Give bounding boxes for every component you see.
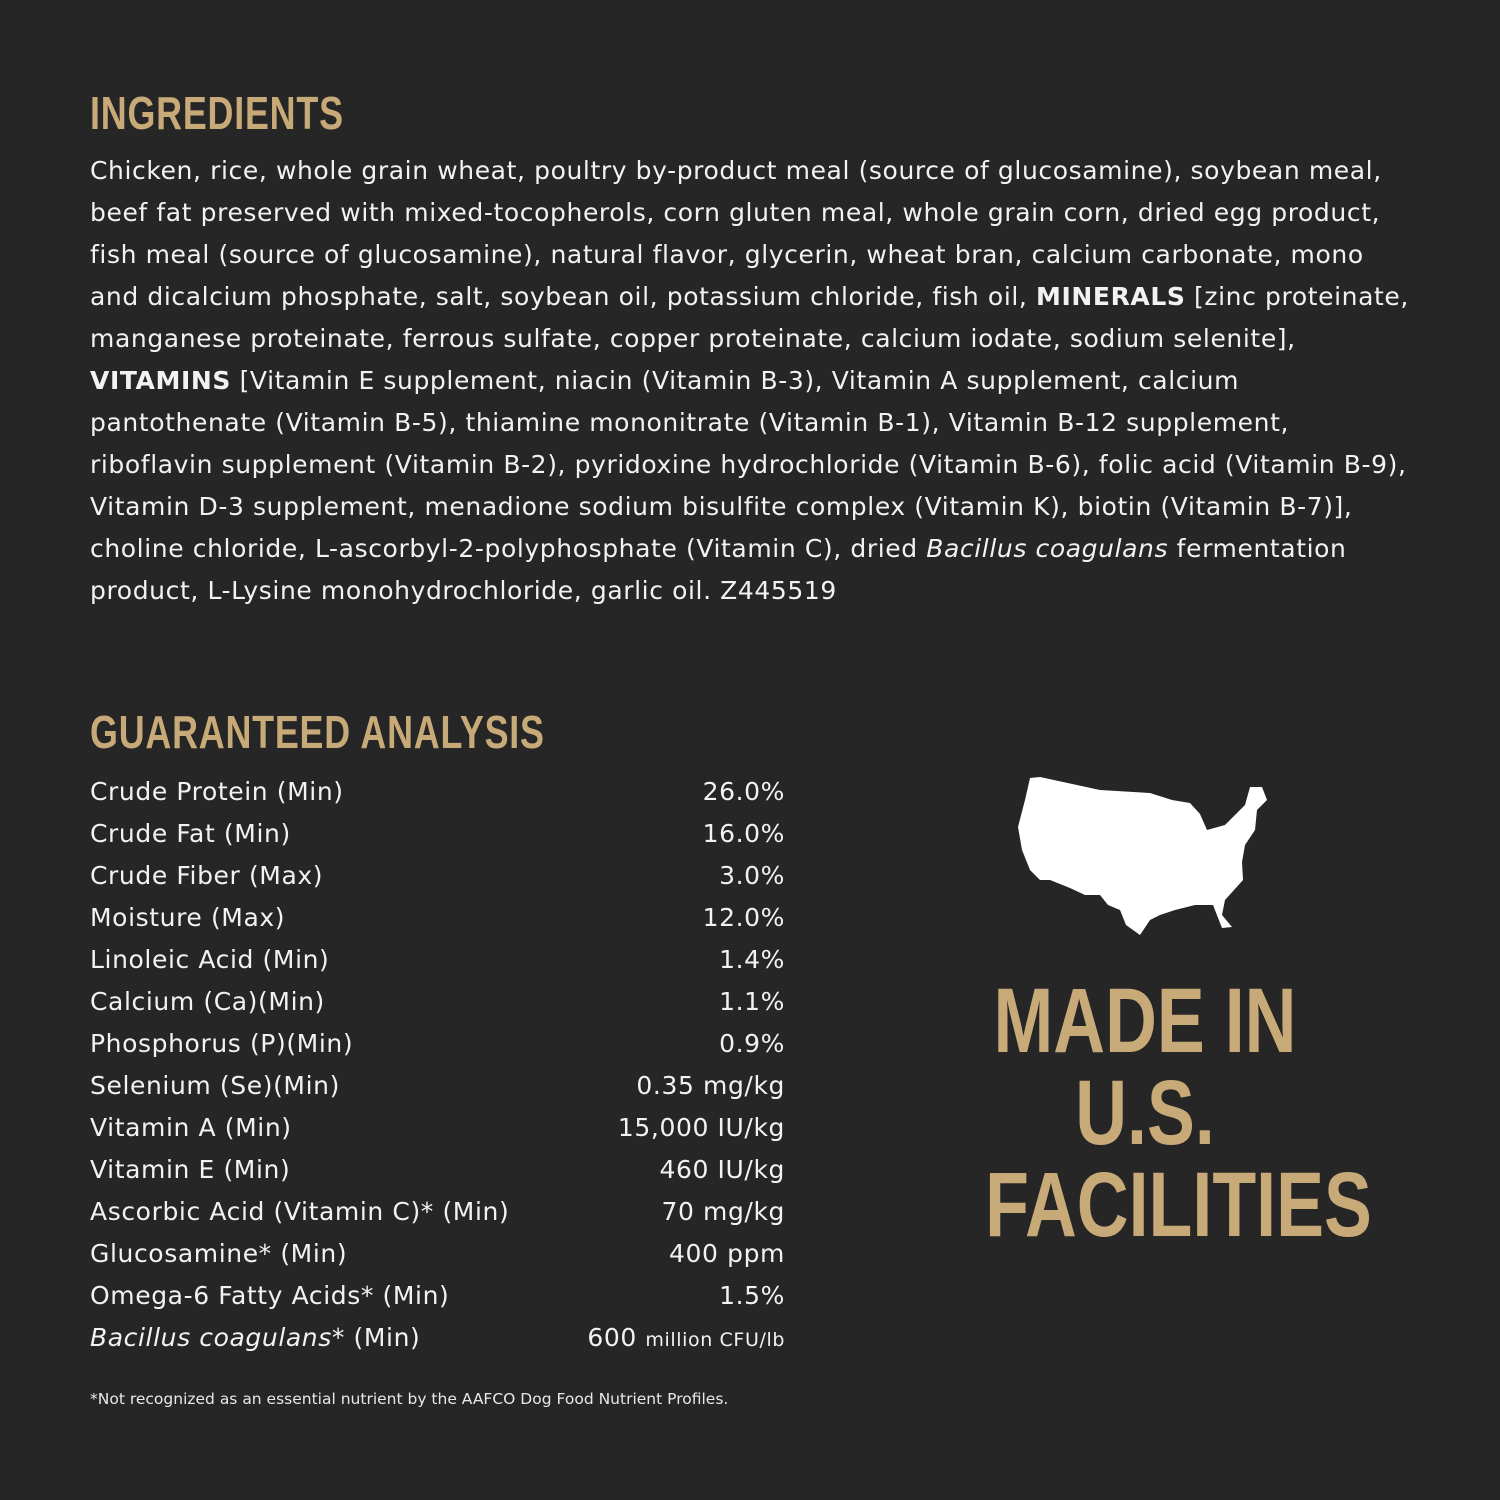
analysis-label: Moisture (Max) (90, 903, 286, 932)
analysis-row: Omega-6 Fatty Acids* (Min) 1.5% (90, 1275, 785, 1317)
analysis-row: Ascorbic Acid (Vitamin C)* (Min) 70 mg/kg (90, 1191, 785, 1233)
analysis-value: 1.1% (719, 987, 785, 1016)
ingredient-segment: [Vitamin E supplement, niacin (Vitamin B… (90, 366, 1407, 563)
made-in-us-badge: MADE IN U.S. FACILITIES (940, 970, 1372, 1256)
badge-line-1: MADE IN (993, 970, 1297, 1072)
analysis-value: 12.0% (702, 903, 785, 932)
analysis-value: 1.5% (719, 1281, 785, 1310)
analysis-row: Crude Protein (Min) 26.0% (90, 771, 785, 813)
analysis-value: 16.0% (702, 819, 785, 848)
analysis-label: Ascorbic Acid (Vitamin C)* (Min) (90, 1197, 510, 1226)
analysis-label-rest: * (Min) (331, 1323, 421, 1352)
analysis-label: Phosphorus (P)(Min) (90, 1029, 354, 1058)
analysis-label: Crude Fat (Min) (90, 819, 291, 848)
analysis-label: Linoleic Acid (Min) (90, 945, 330, 974)
analysis-row: Selenium (Se)(Min) 0.35 mg/kg (90, 1065, 785, 1107)
ingredient-segment: [zinc proteinate, manganese proteinate, … (90, 282, 1409, 353)
analysis-value: 15,000 IU/kg (617, 1113, 785, 1142)
analysis-value: 26.0% (702, 777, 785, 806)
analysis-label: Selenium (Se)(Min) (90, 1071, 340, 1100)
analysis-row: Phosphorus (P)(Min) 0.9% (90, 1023, 785, 1065)
ingredient-segment: Bacillus coagulans (926, 534, 1169, 563)
ingredient-segment: MINERALS (1036, 282, 1186, 311)
analysis-value-number: 600 (587, 1323, 637, 1352)
footnote: *Not recognized as an essential nutrient… (90, 1390, 729, 1408)
analysis-value: 3.0% (719, 861, 785, 890)
analysis-row: Vitamin A (Min) 15,000 IU/kg (90, 1107, 785, 1149)
analysis-label: Crude Fiber (Max) (90, 861, 324, 890)
analysis-row: Crude Fat (Min) 16.0% (90, 813, 785, 855)
analysis-value: 70 mg/kg (661, 1197, 785, 1226)
analysis-value: 1.4% (719, 945, 785, 974)
analysis-value: 600 million CFU/lb (587, 1317, 785, 1359)
analysis-value: 0.9% (719, 1029, 785, 1058)
ingredients-text: Chicken, rice, whole grain wheat, poultr… (90, 150, 1420, 612)
analysis-row-bacillus: Bacillus coagulans* (Min) 600 million CF… (90, 1317, 785, 1359)
analysis-row: Vitamin E (Min) 460 IU/kg (90, 1149, 785, 1191)
analysis-value: 400 ppm (669, 1239, 785, 1268)
analysis-value: 460 IU/kg (659, 1155, 785, 1184)
analysis-label: Vitamin E (Min) (90, 1155, 291, 1184)
analysis-label: Omega-6 Fatty Acids* (Min) (90, 1281, 450, 1310)
analysis-label: Crude Protein (Min) (90, 777, 344, 806)
analysis-label-italic: Bacillus coagulans (90, 1323, 332, 1352)
analysis-row: Glucosamine* (Min) 400 ppm (90, 1233, 785, 1275)
analysis-label: Calcium (Ca)(Min) (90, 987, 325, 1016)
analysis-row: Moisture (Max) 12.0% (90, 897, 785, 939)
ingredients-heading: INGREDIENTS (90, 87, 344, 139)
analysis-value-unit: million CFU/lb (645, 1329, 785, 1351)
analysis-row: Crude Fiber (Max) 3.0% (90, 855, 785, 897)
analysis-label: Vitamin A (Min) (90, 1113, 292, 1142)
analysis-label: Bacillus coagulans* (Min) (90, 1317, 420, 1359)
analysis-row: Linoleic Acid (Min) 1.4% (90, 939, 785, 981)
analysis-row: Calcium (Ca)(Min) 1.1% (90, 981, 785, 1023)
badge-line-3: FACILITIES (985, 1154, 1372, 1256)
badge-line-2: U.S. (1075, 1062, 1215, 1164)
ingredient-segment: fermentation product, L-Lysine monohydro… (90, 534, 1347, 605)
guaranteed-analysis-heading: GUARANTEED ANALYSIS (90, 706, 545, 758)
ingredient-segment: VITAMINS (90, 366, 232, 395)
analysis-value: 0.35 mg/kg (636, 1071, 785, 1100)
guaranteed-analysis-table: Crude Protein (Min) 26.0% Crude Fat (Min) 1… (90, 771, 785, 1359)
ingredient-segment: Chicken, rice, whole grain wheat, poultr… (90, 156, 1382, 311)
analysis-label: Glucosamine* (Min) (90, 1239, 348, 1268)
